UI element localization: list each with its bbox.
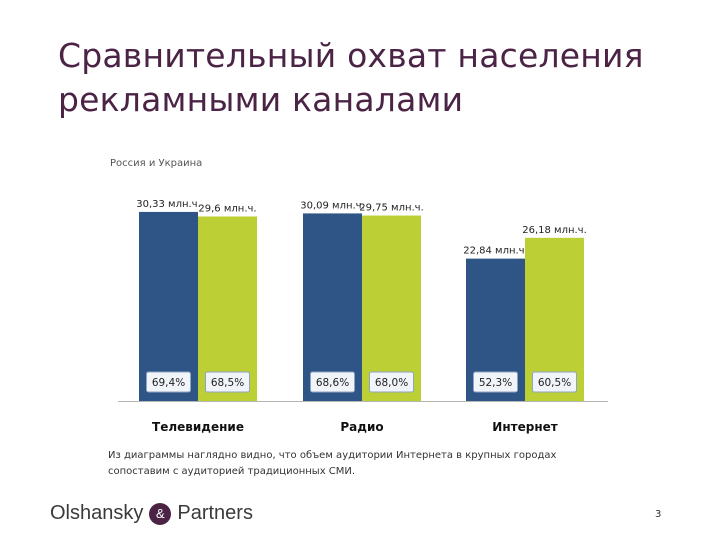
chart-note: Из диаграммы наглядно видно, что объем а…: [108, 448, 568, 480]
share-label: 60,5%: [538, 377, 571, 389]
page-number: 3: [655, 509, 662, 520]
share-label: 52,3%: [479, 377, 512, 389]
share-label: 68,0%: [375, 377, 408, 389]
share-label-box: [310, 371, 355, 393]
share-label-box: [369, 371, 414, 393]
chart-subtitle: Россия и Украина: [110, 158, 203, 169]
title-line-2: рекламными каналами: [58, 80, 464, 119]
bar: [362, 215, 421, 401]
category-label: Радио: [340, 420, 383, 434]
note-line-1: Из диаграммы наглядно видно, что объем а…: [108, 450, 557, 461]
logo-text-right: Partners: [177, 502, 253, 524]
bar-value-label: 29,6 млн.ч.: [198, 203, 256, 214]
note-line-2: сопоставим с аудиторией традиционных СМИ…: [108, 466, 356, 477]
category-label: Телевидение: [152, 420, 244, 434]
bar-value-label: 30,09 млн.ч.: [300, 200, 365, 211]
bar: [198, 216, 257, 401]
title-line-1: Сравнительный охват населения: [58, 36, 644, 75]
share-label-box: [205, 371, 250, 393]
bar-value-label: 26,18 млн.ч.: [522, 225, 587, 236]
share-label: 68,6%: [316, 377, 349, 389]
bar: [139, 211, 198, 401]
logo-ampersand: &: [149, 502, 172, 525]
share-label-box: [473, 371, 518, 393]
company-logo: Olshansky & Partners: [50, 502, 253, 525]
share-label-box: [146, 371, 191, 393]
slide-title: Сравнительный охват населения рекламными…: [58, 34, 698, 122]
bar: [303, 213, 362, 401]
bar-value-label: 30,33 млн.ч.: [136, 199, 201, 210]
share-label: 69,4%: [152, 377, 185, 389]
bar-value-label: 22,84 млн.ч.: [463, 246, 528, 257]
category-label: Интернет: [492, 420, 557, 434]
share-label: 68,5%: [211, 377, 244, 389]
logo-text-left: Olshansky: [50, 502, 144, 524]
bar-value-label: 29,75 млн.ч.: [359, 203, 424, 214]
share-label-box: [532, 371, 577, 393]
